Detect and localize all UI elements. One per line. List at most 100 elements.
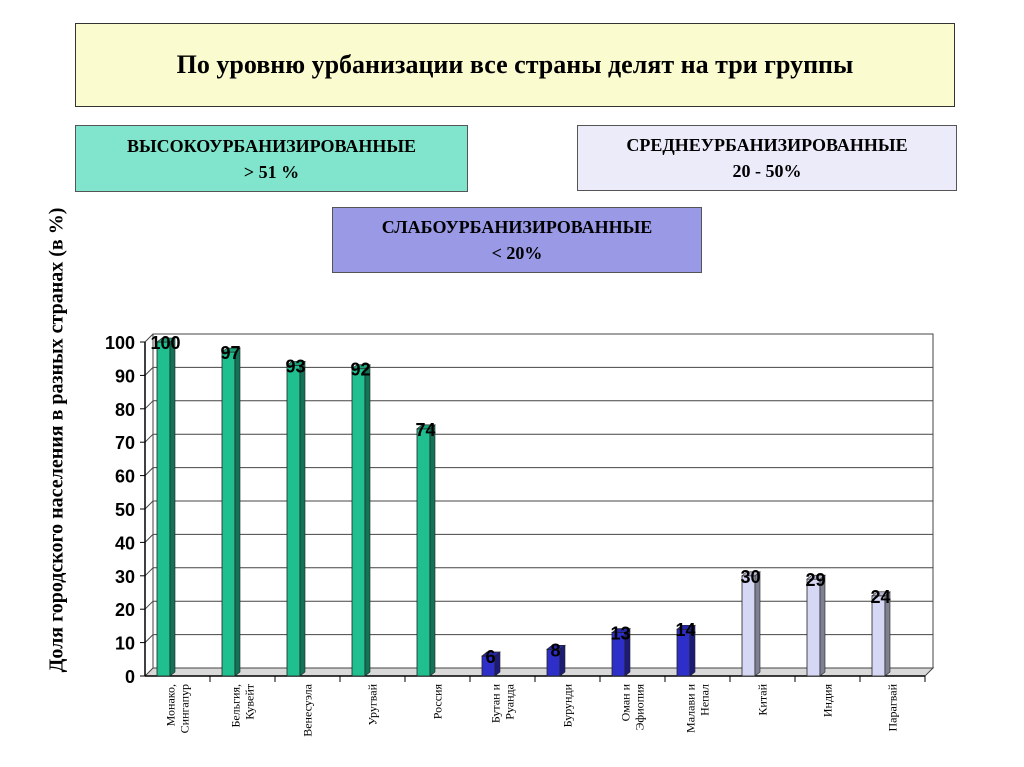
medium-urbanization-range: 20 - 50% [732,161,802,181]
gridline-depth [144,333,154,343]
bar-side [234,347,241,677]
x-tick-label-line: Парагвай [886,683,900,731]
x-tick-label-line: Бельгия, [229,684,243,728]
bar-value-label: 74 [415,420,435,440]
bar-top [806,574,826,580]
gridline-depth [144,600,154,610]
y-tick-label: 40 [115,533,135,553]
x-tick-label: Россия [431,684,445,720]
bar-value-label: 97 [220,343,240,363]
bar [806,578,821,677]
bar [871,595,886,677]
gridline-depth [144,634,154,643]
y-tick-label: 30 [115,567,135,587]
x-tick-label-line: Непал [698,684,712,716]
x-tick-label-line: Бутан и [489,683,503,723]
bar-top [286,361,306,366]
x-tick-label-line: Сингапур [178,684,192,733]
y-tick-label: 80 [115,400,135,420]
x-tick-label: Монако,Сингапур [164,684,192,733]
low-urbanization-range: < 20% [491,243,543,263]
bar-top [156,337,176,343]
x-tick-label-line: Венесуэла [301,683,315,736]
bar-value-label: 92 [350,360,370,380]
gridline-depth [144,500,154,510]
y-tick-label: 10 [115,634,135,654]
low-urbanization-name: СЛАБОУРБАНИЗИРОВАННЫЕ [381,217,653,237]
bar [416,428,431,677]
x-tick-label-line: Малави и [684,683,698,733]
x-tick-label-line: Оман и [619,683,633,721]
bar-top [351,364,371,370]
gridline-depth [144,433,154,443]
gridline-depth [144,367,154,376]
bar [286,364,301,677]
y-tick-label: 70 [115,433,135,453]
x-tick-label: Оман иЭфиопия [619,683,647,730]
bar-top [676,624,696,630]
gridline-depth [144,467,154,476]
x-tick-label: Бельгия,Кувейт [229,683,257,727]
bar-top [741,571,761,577]
x-tick-label: Парагвай [886,683,900,731]
x-tick-label-line: Монако, [164,684,178,726]
x-tick-label-line: Кувейт [243,683,257,719]
x-tick-label: Индия [821,684,835,718]
bar [221,351,236,677]
x-tick-label: Бурунди [561,683,575,727]
high-urbanization-name: ВЫСОКОУРБАНИЗИРОВАННЫЕ [126,135,417,156]
x-tick-label: Малави иНепал [684,683,712,733]
high-urbanization-range: > 51 % [243,161,300,182]
bar [156,341,171,677]
medium-urbanization-box: СРЕДНЕУРБАНИЗИРОВАННЫЕ 20 - 50% [577,125,957,191]
bar-side [559,644,566,677]
gridline-depth [144,567,154,577]
bar-top [221,347,241,353]
x-tick-label-line: Китай [756,683,770,715]
bar-top [611,628,631,633]
bar-top [546,644,566,650]
gridline-depth [144,400,154,410]
bar-top [871,591,891,597]
x-tick-label-line: Россия [431,684,445,720]
bar-value-label: 93 [285,356,305,376]
y-tick-label: 100 [105,333,135,353]
x-tick-label: Венесуэла [301,683,315,736]
x-tick-label-line: Руанда [503,683,517,719]
bar-value-label: 30 [740,567,760,587]
x-tick-label-line: Бурунди [561,683,575,727]
y-tick-label: 20 [115,600,135,620]
y-tick-label: 90 [115,366,135,386]
bar-side [169,337,176,677]
gridline-depth [144,534,154,543]
bar-value-label: 6 [485,647,495,667]
bar-side [364,364,371,677]
y-tick-label: 0 [125,667,135,687]
x-tick-label-line: Эфиопия [633,684,647,731]
low-urbanization-box: СЛАБОУРБАНИЗИРОВАННЫЕ < 20% [332,207,702,273]
bar-value-label: 100 [150,333,180,353]
medium-urbanization-name: СРЕДНЕУРБАНИЗИРОВАННЫЕ [626,135,908,155]
bar-value-label: 8 [550,640,560,660]
page-title: По уровню урбанизации все страны делят н… [75,23,955,107]
x-tick-label: Китай [756,683,770,715]
bar-side [299,360,306,677]
bar-top [481,651,501,657]
x-tick-label: Бутан иРуанда [489,683,517,723]
bar-value-label: 24 [870,587,890,607]
page-title-text: По уровню урбанизации все страны делят н… [176,50,854,79]
y-tick-label: 60 [115,467,135,487]
bar-side [819,574,826,677]
bar-side [754,571,761,677]
bar-side [429,424,436,677]
y-tick-label: 50 [115,500,135,520]
bar-top [416,424,436,430]
bar-value-label: 14 [675,620,695,640]
x-tick-label-line: Индия [821,684,835,718]
bar [351,368,366,677]
bar-value-label: 29 [805,570,825,590]
x-tick-label-line: Уругвай [366,683,380,725]
x-tick-label: Уругвай [366,683,380,725]
high-urbanization-box: ВЫСОКОУРБАНИЗИРОВАННЫЕ > 51 % [75,125,468,192]
